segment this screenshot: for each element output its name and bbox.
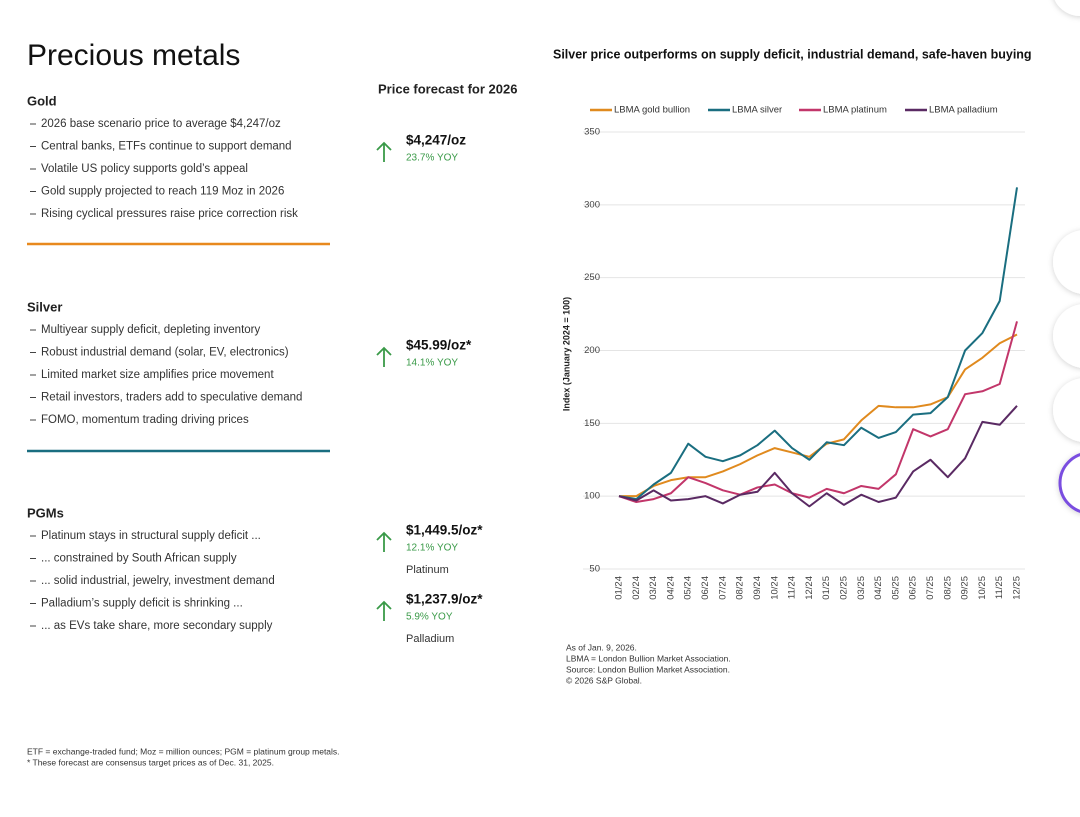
x-tick-label: 12/24	[804, 576, 815, 600]
bullet: 2026 base scenario price to average $4,2…	[41, 118, 281, 130]
forecast-price: $1,449.5/oz*	[406, 523, 483, 538]
side-button[interactable]	[1053, 378, 1080, 442]
forecast-heading: Price forecast for 2026	[378, 81, 517, 96]
y-axis-label: Index (January 2024 = 100)	[561, 297, 571, 411]
side-button[interactable]	[1052, 0, 1080, 16]
bullet: Robust industrial demand (solar, EV, ele…	[41, 347, 289, 359]
forecast-price: $45.99/oz*	[406, 338, 472, 353]
x-tick-label: 04/25	[873, 576, 884, 600]
x-tick-label: 06/25	[908, 576, 919, 600]
x-tick-label: 11/24	[787, 576, 798, 599]
y-tick-label: 200	[584, 345, 600, 356]
bullet: Central banks, ETFs continue to support …	[41, 141, 292, 153]
x-tick-label: 02/25	[838, 576, 849, 600]
x-tick-label: 05/25	[890, 576, 901, 600]
chart-note: LBMA = London Bullion Market Association…	[566, 653, 731, 663]
up-arrow	[376, 141, 392, 162]
bullet: Rising cyclical pressures raise price co…	[41, 208, 298, 220]
footnote: ETF = exchange-traded fund; Moz = millio…	[27, 746, 340, 756]
legend-label: LBMA gold bullion	[614, 105, 690, 116]
forecast-metal: Palladium	[406, 633, 454, 645]
x-tick-label: 03/25	[856, 576, 867, 600]
side-button[interactable]	[1053, 304, 1080, 368]
forecast-yoy: 12.1% YOY	[406, 543, 458, 554]
x-tick-label: 08/24	[735, 576, 746, 600]
bullet: ... as EVs take share, more secondary su…	[41, 620, 273, 632]
y-tick-label: 100	[584, 491, 600, 502]
bullet: Platinum stays in structural supply defi…	[41, 530, 261, 542]
x-tick-label: 08/25	[942, 576, 953, 600]
chart-note: Source: London Bullion Market Associatio…	[566, 664, 730, 674]
x-tick-label: 01/24	[614, 576, 625, 600]
bullet: ... solid industrial, jewelry, investmen…	[41, 575, 275, 587]
chart-note: © 2026 S&P Global.	[566, 675, 642, 685]
bullet: Retail investors, traders add to specula…	[41, 392, 302, 404]
x-tick-label: 06/24	[700, 576, 711, 600]
forecast-yoy: 23.7% YOY	[406, 153, 458, 164]
chart-title: Silver price outperforms on supply defic…	[553, 47, 1032, 61]
chart-note: As of Jan. 9, 2026.	[566, 642, 637, 652]
series-line	[618, 187, 1018, 501]
forecast-price: $4,247/oz	[406, 133, 466, 148]
legend-label: LBMA platinum	[823, 105, 887, 116]
bullet: Volatile US policy supports gold’s appea…	[41, 163, 248, 175]
forecast-price: $1,237.9/oz*	[406, 592, 483, 607]
x-tick-label: 09/24	[752, 576, 763, 600]
bullet: Gold supply projected to reach 119 Moz i…	[41, 186, 284, 198]
legend-label: LBMA silver	[732, 105, 782, 116]
forecast-metal: Platinum	[406, 564, 449, 576]
y-tick-label: 250	[584, 272, 600, 283]
side-button[interactable]	[1058, 453, 1080, 513]
y-tick-label: 350	[584, 127, 600, 138]
footnote: * These forecast are consensus target pr…	[27, 757, 274, 767]
x-tick-label: 07/25	[925, 576, 936, 600]
bullet: FOMO, momentum trading driving prices	[41, 414, 249, 426]
x-tick-label: 03/24	[648, 576, 659, 600]
x-tick-label: 07/24	[717, 576, 728, 600]
legend-label: LBMA palladium	[929, 105, 998, 116]
forecast-yoy: 5.9% YOY	[406, 612, 453, 623]
series-line	[618, 321, 1018, 503]
x-tick-label: 04/24	[665, 576, 676, 600]
section-heading: Gold	[27, 93, 57, 108]
series-line	[619, 333, 1018, 498]
forecast-yoy: 14.1% YOY	[406, 358, 458, 369]
section-heading: PGMs	[27, 505, 64, 520]
bullet: Limited market size amplifies price move…	[41, 369, 274, 381]
x-tick-label: 02/24	[631, 576, 642, 600]
x-tick-label: 05/24	[683, 576, 694, 600]
bullet: Multiyear supply deficit, depleting inve…	[41, 324, 261, 336]
y-tick-label: 300	[584, 199, 600, 210]
up-arrow	[376, 346, 392, 367]
y-tick-label: 50	[589, 564, 600, 575]
x-tick-label: 10/24	[769, 576, 780, 600]
bullet: Palladium’s supply deficit is shrinking …	[41, 598, 243, 610]
x-tick-label: 09/25	[960, 576, 971, 600]
side-button[interactable]	[1053, 230, 1080, 294]
x-tick-label: 12/25	[1012, 576, 1023, 600]
up-arrow	[376, 531, 392, 552]
series-line	[618, 405, 1018, 508]
x-tick-label: 01/25	[821, 576, 832, 600]
section-heading: Silver	[27, 299, 62, 314]
x-tick-label: 11/25	[994, 576, 1005, 599]
side-buttons	[1052, 0, 1080, 513]
bullet: ... constrained by South African supply	[41, 553, 237, 565]
y-tick-label: 150	[584, 418, 600, 429]
x-tick-label: 10/25	[977, 576, 988, 600]
page-title: Precious metals	[27, 39, 240, 72]
up-arrow	[376, 600, 392, 621]
